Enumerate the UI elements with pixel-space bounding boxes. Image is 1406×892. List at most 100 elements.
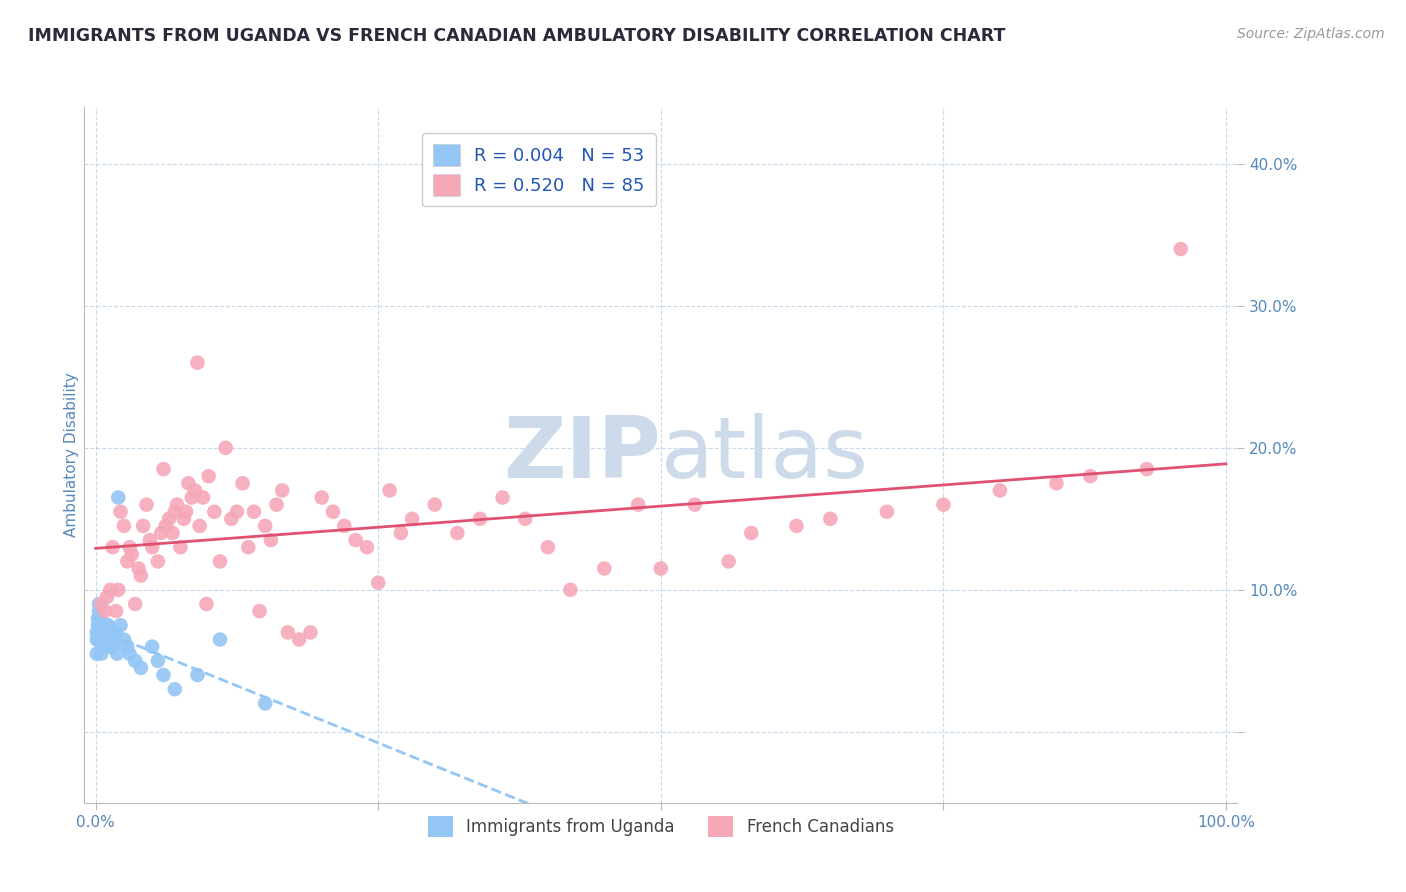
Point bbox=[87, 597, 110, 611]
Point bbox=[90, 625, 112, 640]
Point bbox=[254, 519, 277, 533]
Point bbox=[683, 498, 706, 512]
Point bbox=[197, 469, 219, 483]
Point bbox=[173, 512, 195, 526]
Point bbox=[86, 632, 108, 647]
Point bbox=[163, 682, 186, 697]
Point bbox=[157, 512, 180, 526]
Point bbox=[86, 647, 108, 661]
Point bbox=[117, 640, 139, 654]
Text: IMMIGRANTS FROM UGANDA VS FRENCH CANADIAN AMBULATORY DISABILITY CORRELATION CHAR: IMMIGRANTS FROM UGANDA VS FRENCH CANADIA… bbox=[28, 27, 1005, 45]
Point bbox=[129, 661, 152, 675]
Point bbox=[152, 462, 174, 476]
Point bbox=[129, 568, 152, 582]
Point bbox=[141, 540, 163, 554]
Text: atlas: atlas bbox=[661, 413, 869, 497]
Point bbox=[117, 554, 139, 568]
Point bbox=[146, 554, 169, 568]
Point bbox=[988, 483, 1011, 498]
Point bbox=[93, 618, 115, 632]
Point bbox=[389, 526, 412, 541]
Point bbox=[87, 632, 110, 647]
Point bbox=[94, 618, 117, 632]
Point bbox=[146, 654, 169, 668]
Point bbox=[98, 625, 121, 640]
Point bbox=[90, 597, 112, 611]
Point bbox=[208, 554, 231, 568]
Point bbox=[820, 512, 842, 526]
Point bbox=[288, 632, 311, 647]
Point bbox=[932, 498, 955, 512]
Point bbox=[90, 632, 112, 647]
Point bbox=[150, 526, 173, 541]
Point bbox=[118, 647, 141, 661]
Point bbox=[299, 625, 322, 640]
Point bbox=[132, 519, 155, 533]
Point bbox=[96, 590, 118, 604]
Point bbox=[627, 498, 650, 512]
Point bbox=[446, 526, 468, 541]
Point bbox=[1136, 462, 1159, 476]
Point bbox=[163, 505, 186, 519]
Point bbox=[87, 618, 110, 632]
Point bbox=[112, 632, 135, 647]
Point bbox=[91, 640, 114, 654]
Y-axis label: Ambulatory Disability: Ambulatory Disability bbox=[63, 373, 79, 537]
Point bbox=[89, 611, 111, 625]
Point bbox=[378, 483, 401, 498]
Point bbox=[254, 697, 277, 711]
Point bbox=[110, 505, 132, 519]
Point bbox=[271, 483, 294, 498]
Point bbox=[87, 611, 110, 625]
Point bbox=[101, 540, 124, 554]
Point bbox=[260, 533, 283, 548]
Legend: Immigrants from Uganda, French Canadians: Immigrants from Uganda, French Canadians bbox=[422, 810, 900, 843]
Point bbox=[141, 640, 163, 654]
Point bbox=[118, 540, 141, 554]
Point bbox=[177, 476, 200, 491]
Point bbox=[1045, 476, 1067, 491]
Point bbox=[90, 647, 112, 661]
Point bbox=[1078, 469, 1101, 483]
Point bbox=[356, 540, 378, 554]
Point bbox=[96, 632, 118, 647]
Point bbox=[169, 540, 191, 554]
Point bbox=[243, 505, 266, 519]
Point bbox=[311, 491, 333, 505]
Point bbox=[87, 604, 110, 618]
Point bbox=[110, 618, 132, 632]
Point bbox=[93, 632, 115, 647]
Point bbox=[135, 498, 157, 512]
Point bbox=[166, 498, 188, 512]
Point bbox=[98, 582, 121, 597]
Point bbox=[515, 512, 537, 526]
Point bbox=[93, 618, 115, 632]
Point bbox=[423, 498, 446, 512]
Point bbox=[180, 491, 202, 505]
Point bbox=[100, 640, 122, 654]
Point bbox=[93, 632, 115, 647]
Point bbox=[876, 505, 898, 519]
Point bbox=[124, 654, 146, 668]
Point bbox=[105, 628, 128, 642]
Point bbox=[91, 625, 114, 640]
Point bbox=[717, 554, 740, 568]
Text: Source: ZipAtlas.com: Source: ZipAtlas.com bbox=[1237, 27, 1385, 41]
Point bbox=[468, 512, 491, 526]
Point bbox=[184, 483, 207, 498]
Point bbox=[186, 356, 208, 370]
Point bbox=[344, 533, 367, 548]
Point bbox=[87, 632, 110, 647]
Point bbox=[202, 505, 225, 519]
Point bbox=[191, 491, 214, 505]
Point bbox=[89, 618, 111, 632]
Point bbox=[89, 632, 111, 647]
Point bbox=[139, 533, 162, 548]
Point bbox=[107, 491, 129, 505]
Point bbox=[277, 625, 299, 640]
Point bbox=[232, 476, 254, 491]
Point bbox=[785, 519, 807, 533]
Point bbox=[94, 632, 117, 647]
Point bbox=[124, 597, 146, 611]
Point bbox=[401, 512, 423, 526]
